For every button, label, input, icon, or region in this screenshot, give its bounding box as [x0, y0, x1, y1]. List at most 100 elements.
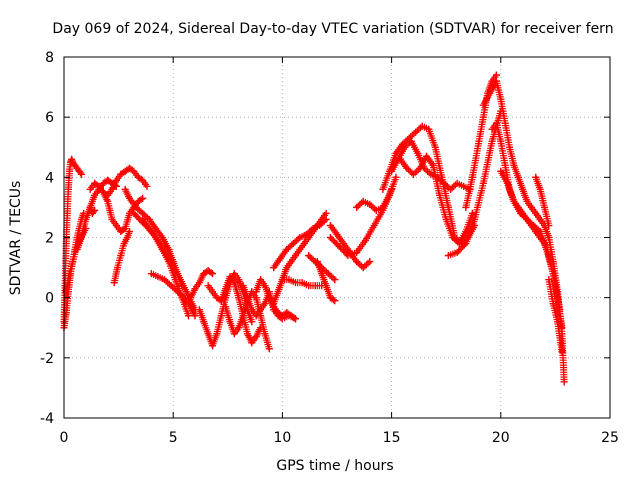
data-point [455, 240, 463, 248]
data-point [257, 276, 265, 284]
data-point [235, 294, 243, 302]
data-point [112, 176, 120, 184]
data-point [147, 270, 155, 278]
data-point [385, 191, 393, 199]
x-tick-label: 5 [169, 430, 178, 446]
data-point [64, 185, 72, 193]
data-point [123, 234, 131, 241]
data-point [353, 258, 361, 266]
data-point [257, 306, 265, 314]
data-point [372, 206, 380, 214]
data-point [388, 167, 396, 175]
data-point [152, 234, 160, 241]
data-point [412, 128, 420, 136]
data-point [396, 155, 404, 163]
data-point [423, 152, 431, 160]
data-point [468, 173, 476, 181]
data-point [143, 182, 151, 190]
data-point [104, 197, 112, 205]
data-point [479, 179, 487, 187]
series-track-36 [545, 276, 566, 356]
data-point [239, 312, 247, 320]
data-point [468, 209, 476, 217]
data-point [154, 273, 162, 281]
data-point [287, 312, 295, 320]
y-tick-label: 2 [45, 231, 54, 247]
y-tick-label: 4 [45, 170, 54, 186]
data-point [530, 221, 538, 229]
data-point [545, 221, 553, 229]
data-point [77, 234, 85, 241]
data-point [503, 179, 511, 187]
data-point [222, 303, 230, 311]
data-point [120, 240, 128, 248]
data-point [217, 297, 225, 305]
data-point [130, 167, 138, 175]
data-point [222, 285, 230, 293]
data-point [187, 294, 195, 302]
data-point [252, 312, 260, 320]
data-point [449, 234, 457, 241]
data-point [184, 312, 192, 320]
data-point [554, 318, 562, 326]
series-track-35 [532, 173, 553, 229]
data-point [160, 276, 168, 284]
data-point [165, 258, 173, 266]
data-point [110, 279, 118, 287]
data-point [104, 176, 112, 184]
data-point [195, 279, 203, 287]
data-point [248, 339, 256, 347]
series-track-34 [497, 167, 564, 314]
data-point [283, 246, 291, 254]
data-point [497, 167, 505, 175]
data-point [95, 182, 103, 190]
data-point [73, 246, 81, 254]
data-point [523, 215, 531, 223]
data-point [261, 300, 269, 308]
y-tick-label: 6 [45, 110, 54, 126]
data-point [298, 279, 306, 287]
series-track-13 [187, 267, 217, 302]
x-tick-label: 25 [601, 430, 619, 446]
data-point [86, 203, 94, 211]
data-point [322, 215, 330, 223]
data-point [270, 300, 278, 308]
data-point [200, 318, 208, 326]
data-point [392, 173, 400, 181]
data-point [158, 246, 166, 254]
data-point [99, 179, 107, 187]
data-point [403, 164, 411, 172]
y-tick-labels: -4 -2 0 2 4 6 8 [40, 50, 54, 427]
data-point [431, 143, 439, 151]
data-point [230, 270, 238, 278]
series-track-5 [86, 164, 151, 199]
data-point [289, 240, 297, 248]
data-point [497, 137, 505, 145]
data-point [145, 215, 153, 223]
data-point [139, 194, 147, 202]
data-point [261, 282, 269, 290]
data-point [209, 270, 217, 278]
data-point [292, 279, 300, 287]
data-point [366, 200, 374, 208]
data-point [226, 318, 234, 326]
data-point [326, 234, 334, 241]
data-point [316, 221, 324, 229]
data-point [506, 143, 514, 151]
y-tick-label: -4 [40, 411, 54, 427]
data-point [545, 234, 553, 241]
data-point [117, 227, 125, 235]
data-point [305, 282, 313, 290]
data-point [492, 71, 500, 79]
data-point [91, 191, 99, 199]
data-point [285, 276, 293, 284]
data-point [171, 276, 179, 284]
data-point [121, 185, 129, 193]
data-point [560, 378, 568, 386]
data-point [296, 246, 304, 254]
data-point [536, 227, 544, 235]
data-point [134, 173, 142, 181]
data-point [425, 125, 433, 133]
data-point [475, 137, 483, 145]
data-point [462, 203, 470, 211]
